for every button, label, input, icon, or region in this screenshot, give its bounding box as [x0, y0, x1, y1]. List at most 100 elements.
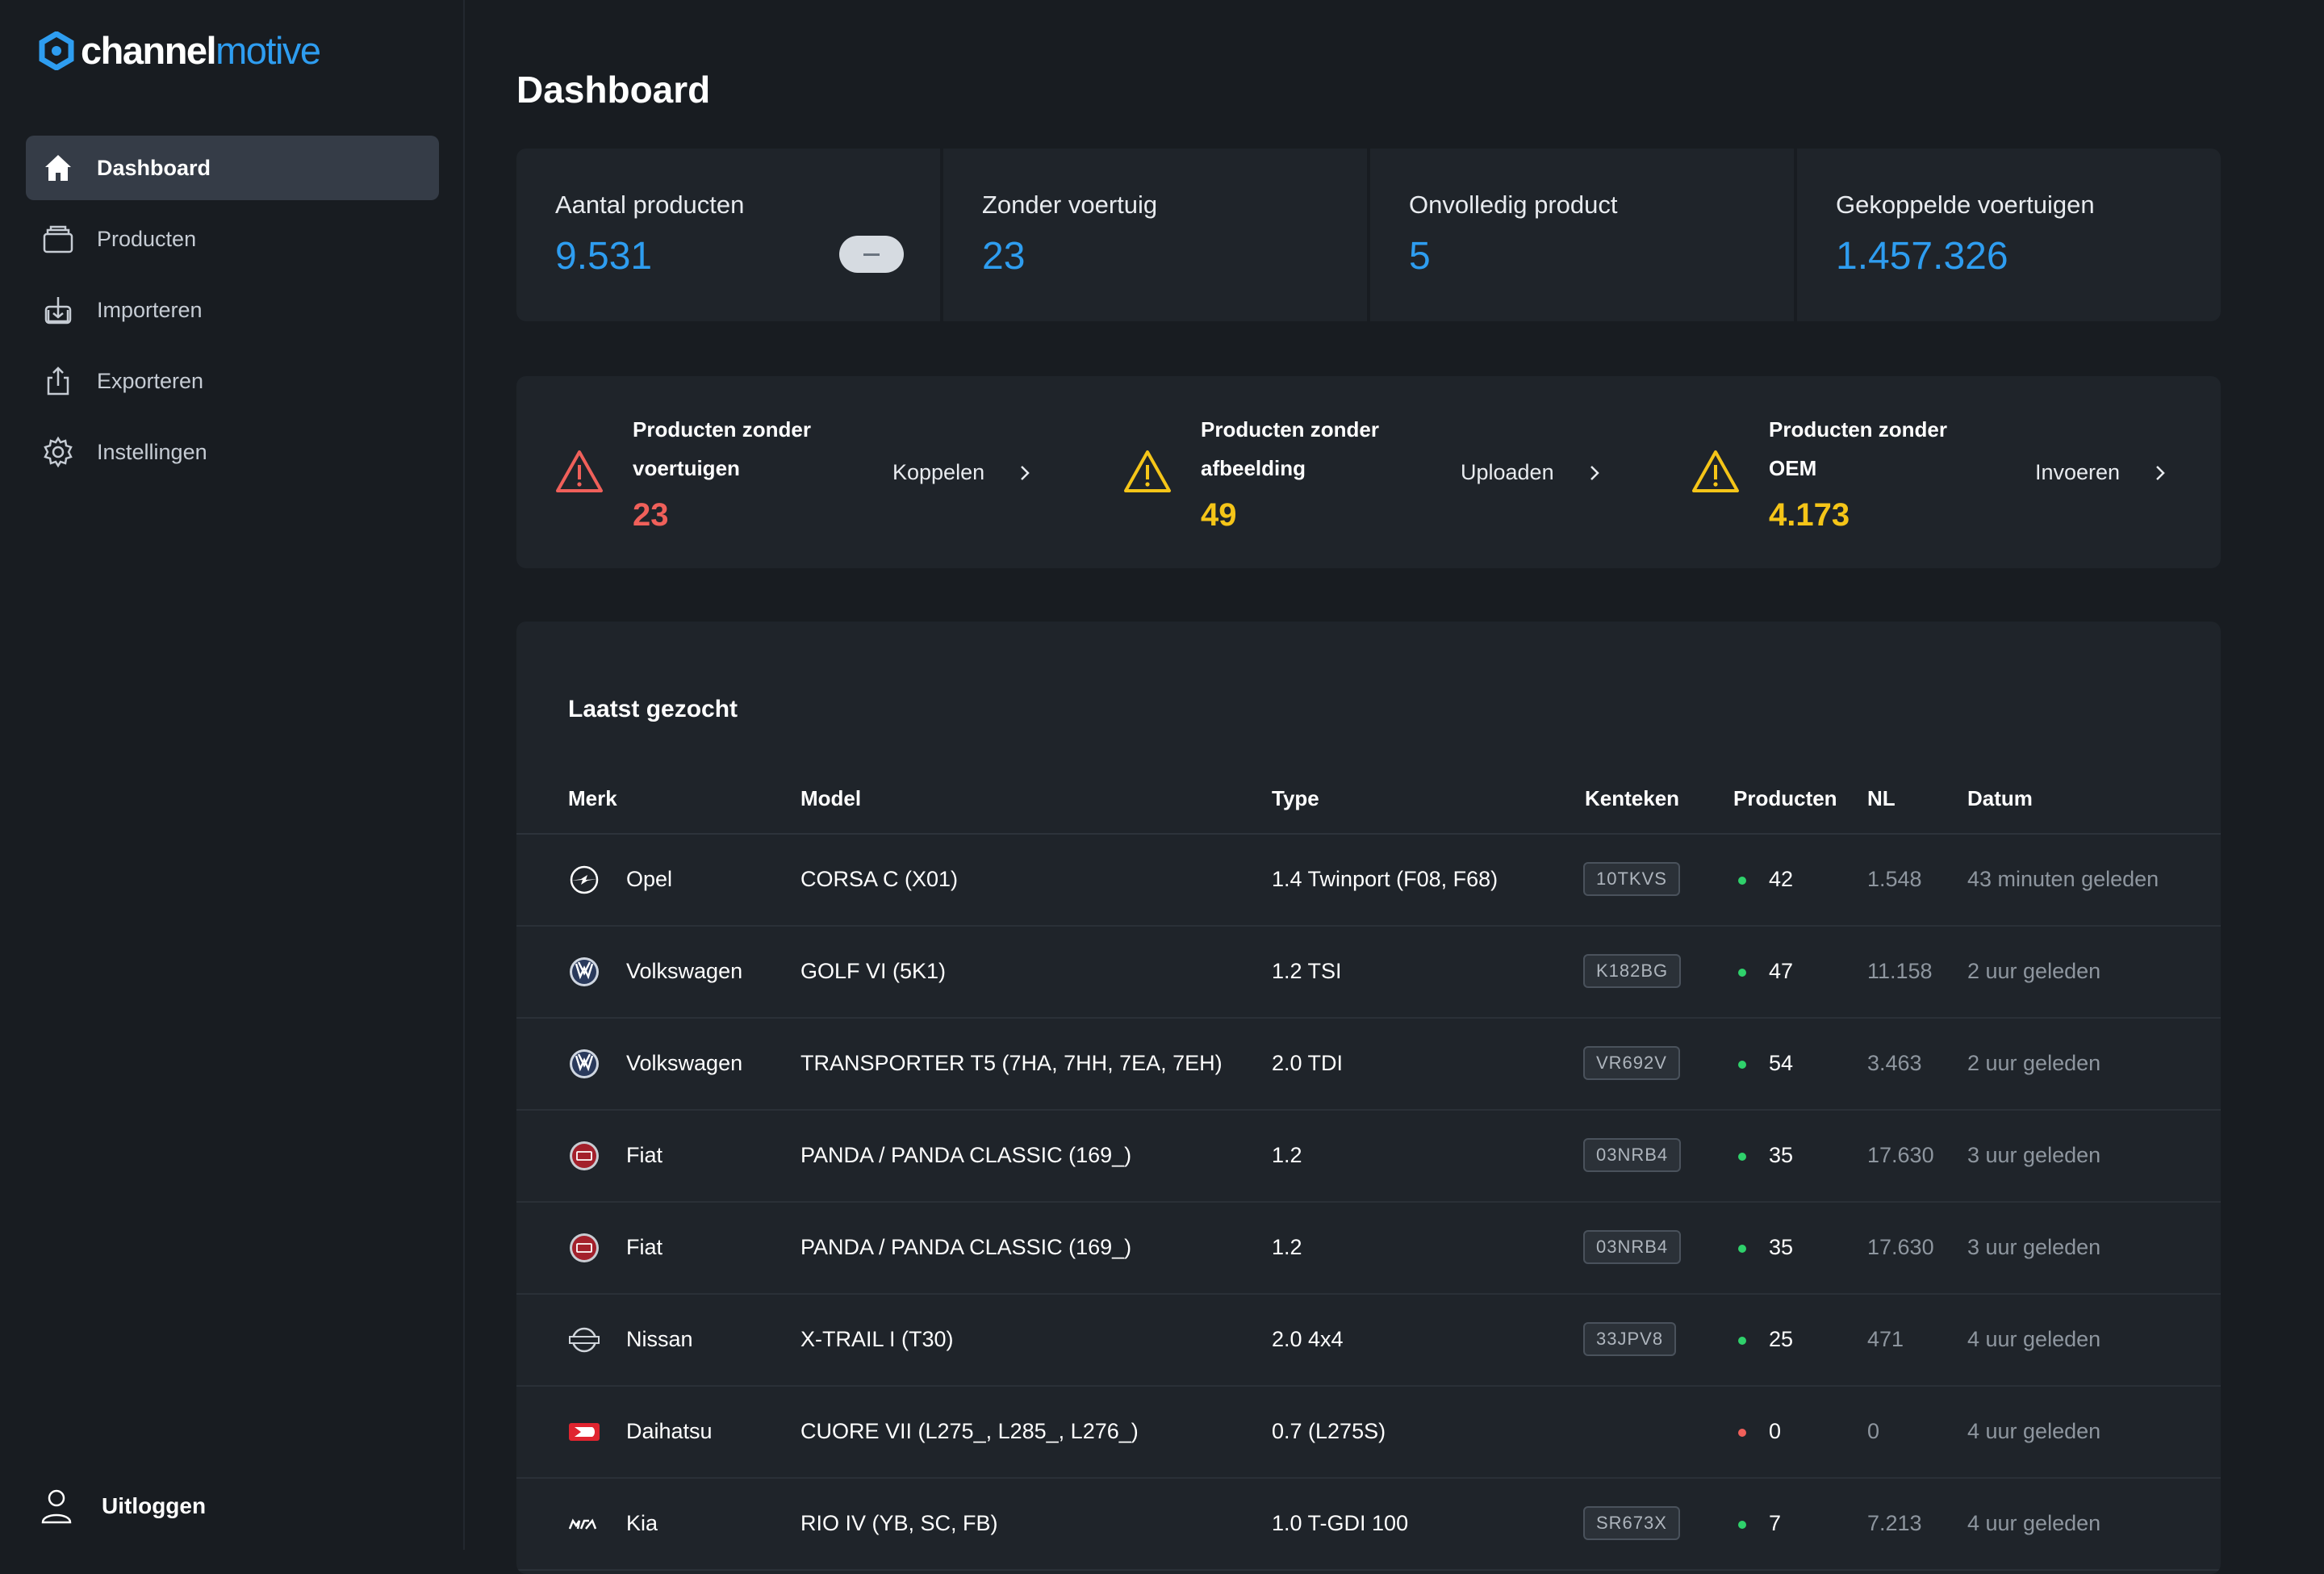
table-row[interactable]: Volkswagen TRANSPORTER T5 (7HA, 7HH, 7EA…	[516, 1019, 2221, 1111]
cell-producten: 25	[1769, 1327, 1794, 1351]
cell-merk: Daihatsu	[626, 1419, 713, 1443]
sidebar-item-importeren[interactable]: Importeren	[26, 278, 439, 342]
cell-datum: 4 uur geleden	[1967, 1511, 2101, 1535]
logo-text-channel: channel	[81, 29, 217, 72]
table-row[interactable]: Nissan X-TRAIL I (T30) 2.0 4x4 33JPV8 25…	[516, 1295, 2221, 1387]
uploaden-link[interactable]: Uploaden	[1461, 460, 1603, 485]
table-row[interactable]: Fiat PANDA / PANDA CLASSIC (169_) 1.2 03…	[516, 1203, 2221, 1295]
collapse-toggle[interactable]	[839, 236, 904, 273]
status-dot-green	[1738, 1153, 1746, 1161]
cell-producten: 35	[1769, 1143, 1794, 1167]
logout-button[interactable]: Uitloggen	[40, 1489, 206, 1524]
stat-value: 1.457.326	[1836, 235, 2008, 278]
warning-icon	[1124, 450, 1171, 492]
stat-card-onvolledig-product: Onvolledig product 5	[1370, 149, 1794, 321]
alert-zonder-afbeelding: Producten zonder afbeelding 49 Uploaden	[1085, 376, 1649, 568]
chevron-right-icon	[1590, 465, 1599, 480]
alert-title: Producten zonder voertuigen	[633, 417, 812, 480]
license-plate-badge: 10TKVS	[1583, 862, 1680, 896]
export-icon	[42, 365, 74, 397]
status-dot-green	[1738, 1337, 1746, 1345]
sidebar-item-label: Importeren	[97, 297, 203, 322]
cell-producten: 47	[1769, 959, 1794, 983]
table-body: Opel CORSA C (X01) 1.4 Twinport (F08, F6…	[516, 835, 2221, 1571]
cell-model: X-TRAIL I (T30)	[800, 1327, 954, 1351]
channelmotive-logo[interactable]: channelmotive	[37, 29, 321, 73]
sidebar-item-label: Dashboard	[97, 155, 211, 180]
stat-label: Zonder voertuig	[982, 190, 1158, 219]
cell-type: 1.2 TSI	[1272, 959, 1342, 983]
cell-datum: 2 uur geleden	[1967, 959, 2101, 983]
license-plate-badge: K182BG	[1583, 954, 1682, 988]
sidebar-item-exporteren[interactable]: Exporteren	[26, 349, 439, 413]
license-plate-badge: 03NRB4	[1583, 1138, 1682, 1172]
home-icon	[42, 152, 74, 184]
table-row[interactable]: Kia RIO IV (YB, SC, FB) 1.0 T-GDI 100 SR…	[516, 1479, 2221, 1571]
cell-type: 2.0 4x4	[1272, 1327, 1344, 1351]
alert-value: 23	[633, 497, 669, 533]
alert-title: Producten zonder afbeelding	[1201, 417, 1380, 480]
warning-icon	[556, 450, 603, 492]
cell-datum: 4 uur geleden	[1967, 1419, 2101, 1443]
volkswagen-logo-icon	[570, 1049, 599, 1078]
stat-card-zonder-voertuig: Zonder voertuig 23	[943, 149, 1367, 321]
cell-model: TRANSPORTER T5 (7HA, 7HH, 7EA, 7EH)	[800, 1051, 1223, 1075]
stat-card-aantal-producten: Aantal producten 9.531	[516, 149, 940, 321]
column-header-model[interactable]: Model	[800, 786, 862, 810]
page-title: Dashboard	[516, 69, 711, 111]
status-dot-green	[1738, 1061, 1746, 1069]
logo-text-motive: motive	[215, 29, 321, 72]
cell-model: RIO IV (YB, SC, FB)	[800, 1511, 998, 1535]
cell-model: PANDA / PANDA CLASSIC (169_)	[800, 1143, 1132, 1167]
cell-type: 1.2	[1272, 1143, 1302, 1167]
sidebar-item-label: Exporteren	[97, 368, 204, 393]
koppelen-link[interactable]: Koppelen	[892, 460, 1033, 485]
cell-model: GOLF VI (5K1)	[800, 959, 947, 983]
chevron-right-icon	[2156, 465, 2165, 480]
table-row[interactable]: Fiat PANDA / PANDA CLASSIC (169_) 1.2 03…	[516, 1111, 2221, 1203]
column-header-merk[interactable]: Merk	[568, 786, 617, 810]
column-header-producten[interactable]: Producten	[1733, 786, 1837, 810]
cell-nl: 471	[1867, 1327, 1904, 1351]
cell-type: 1.2	[1272, 1235, 1302, 1259]
alert-zonder-oem: Producten zonder OEM 4.173 Invoeren	[1653, 376, 2217, 568]
cell-model: CORSA C (X01)	[800, 867, 959, 891]
table-row[interactable]: Opel CORSA C (X01) 1.4 Twinport (F08, F6…	[516, 835, 2221, 927]
alerts-panel: Producten zonder voertuigen 23 Koppelen …	[516, 376, 2221, 568]
cell-datum: 4 uur geleden	[1967, 1327, 2101, 1351]
invoeren-link[interactable]: Invoeren	[2035, 460, 2168, 485]
kia-logo-icon	[568, 1518, 597, 1530]
cell-nl: 0	[1867, 1419, 1880, 1443]
cell-model: PANDA / PANDA CLASSIC (169_)	[800, 1235, 1132, 1259]
cell-merk: Volkswagen	[626, 959, 743, 983]
chevron-right-icon	[1021, 465, 1030, 480]
sidebar-item-dashboard[interactable]: Dashboard	[26, 136, 439, 200]
license-plate-badge: 03NRB4	[1583, 1230, 1682, 1264]
column-header-datum[interactable]: Datum	[1967, 786, 2033, 810]
logo-mark-icon	[39, 31, 74, 70]
license-plate-badge: 33JPV8	[1583, 1322, 1677, 1356]
status-dot-red	[1738, 1429, 1746, 1437]
alert-value: 49	[1201, 497, 1237, 533]
stat-value: 5	[1409, 235, 1431, 278]
cell-producten: 0	[1769, 1419, 1782, 1443]
stat-value: 23	[982, 235, 1026, 278]
stat-value: 9.531	[555, 235, 653, 278]
cell-datum: 43 minuten geleden	[1967, 867, 2159, 891]
cell-datum: 2 uur geleden	[1967, 1051, 2101, 1075]
table-row[interactable]: Volkswagen GOLF VI (5K1) 1.2 TSI K182BG …	[516, 927, 2221, 1019]
column-header-nl[interactable]: NL	[1867, 786, 1896, 810]
sidebar-item-producten[interactable]: Producten	[26, 207, 439, 271]
column-header-kenteken[interactable]: Kenteken	[1585, 786, 1680, 810]
license-plate-badge: SR673X	[1583, 1506, 1680, 1540]
table-row[interactable]: Daihatsu CUORE VII (L275_, L285_, L276_)…	[516, 1387, 2221, 1479]
sidebar-item-instellingen[interactable]: Instellingen	[26, 420, 439, 484]
cell-producten: 42	[1769, 867, 1794, 891]
nissan-logo-icon	[569, 1327, 600, 1353]
column-header-type[interactable]: Type	[1272, 786, 1319, 810]
cell-model: CUORE VII (L275_, L285_, L276_)	[800, 1419, 1139, 1443]
alert-action-label: Invoeren	[2035, 460, 2121, 484]
sidebar-nav: Dashboard Producten Importeren Exportere…	[26, 136, 439, 491]
stat-label: Aantal producten	[555, 190, 745, 219]
cell-producten: 7	[1769, 1511, 1782, 1535]
